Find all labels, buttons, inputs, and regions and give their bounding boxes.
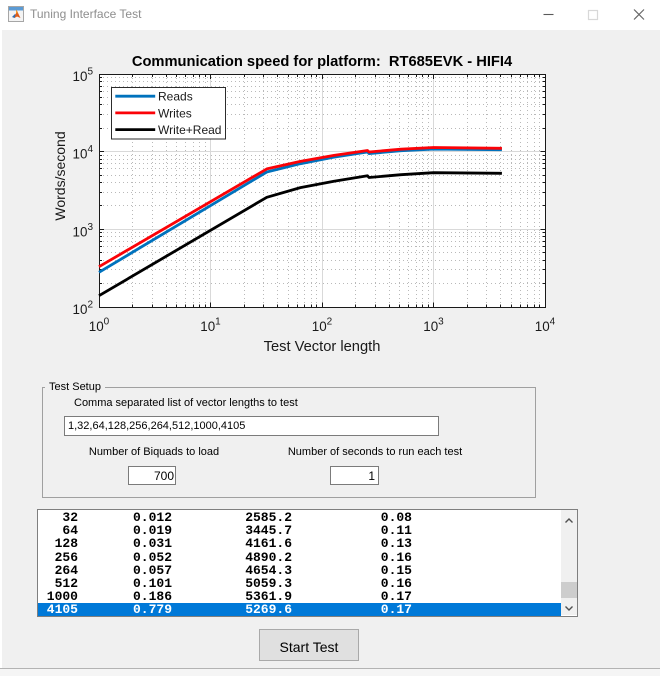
svg-text:Write+Read: Write+Read [158, 123, 221, 137]
svg-text:Words/second: Words/second [52, 131, 68, 220]
svg-text:105: 105 [73, 67, 94, 85]
svg-text:103: 103 [423, 317, 444, 335]
svg-text:Communication speed for platfo: Communication speed for platform: RT685E… [132, 54, 513, 70]
svg-text:103: 103 [73, 222, 94, 240]
svg-text:104: 104 [535, 317, 556, 335]
svg-text:100: 100 [89, 317, 110, 335]
svg-text:102: 102 [312, 317, 333, 335]
svg-text:Test Vector length: Test Vector length [264, 339, 381, 355]
svg-text:104: 104 [73, 144, 94, 162]
svg-text:101: 101 [200, 317, 221, 335]
svg-text:Reads: Reads [158, 90, 193, 104]
svg-text:102: 102 [73, 300, 94, 318]
svg-text:Writes: Writes [158, 106, 192, 120]
